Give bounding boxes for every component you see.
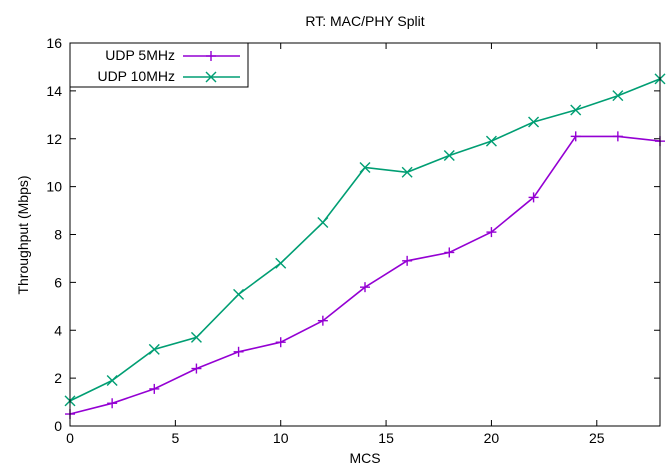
data-point (106, 375, 118, 387)
data-point (485, 135, 497, 147)
x-tick-label: 25 (589, 430, 605, 446)
data-point (570, 131, 581, 142)
data-point (612, 131, 623, 142)
data-point (275, 337, 286, 348)
legend-sample-0 (183, 51, 240, 61)
x-tick-label: 20 (484, 430, 500, 446)
x-tick-label: 0 (66, 430, 74, 446)
legend-label-udp-5mhz: UDP 5MHz (105, 47, 175, 63)
y-tick-label: 14 (46, 83, 62, 99)
data-point (443, 150, 455, 162)
data-point (360, 282, 370, 293)
y-tick-label: 12 (46, 131, 62, 147)
y-tick-label: 8 (54, 227, 62, 243)
x-tick-label: 15 (378, 430, 394, 446)
y-tick-label: 6 (54, 274, 62, 290)
data-point (528, 192, 539, 203)
x-axis-label: MCS (349, 450, 380, 466)
data-point (612, 90, 624, 102)
chart-title: RT: MAC/PHY Split (305, 13, 424, 29)
data-point (233, 288, 245, 300)
data-point (444, 247, 455, 258)
y-tick-label: 0 (54, 418, 62, 434)
data-point (317, 217, 329, 229)
data-point (359, 161, 371, 173)
y-tick-label: 10 (46, 179, 62, 195)
data-point (486, 227, 497, 238)
legend-sample-1 (183, 71, 240, 83)
legend-label-udp-10mhz: UDP 10MHz (97, 68, 175, 84)
y-tick-label: 16 (46, 35, 62, 51)
y-axis-label: Throughput (Mbps) (15, 175, 31, 294)
data-point (401, 166, 413, 178)
data-point (191, 363, 202, 374)
data-point (275, 257, 287, 269)
data-point (148, 343, 160, 355)
data-point (317, 315, 328, 326)
data-point (107, 398, 118, 409)
legend-marker (205, 71, 217, 83)
series-layer (64, 73, 666, 420)
data-point (149, 383, 160, 394)
series-line-0 (69, 135, 661, 415)
data-point (233, 346, 244, 357)
series-line-1 (69, 78, 661, 402)
series-1 (64, 73, 666, 407)
data-point (402, 255, 413, 266)
data-point (570, 104, 582, 116)
legend: UDP 5MHz UDP 10MHz (69, 42, 249, 88)
data-point (190, 331, 202, 343)
x-tick-label: 5 (171, 430, 179, 446)
x-tick-label: 10 (273, 430, 289, 446)
y-tick-label: 2 (54, 370, 62, 386)
series-0 (65, 131, 665, 420)
legend-marker (206, 51, 216, 61)
data-point (528, 116, 540, 128)
legend-samples (183, 51, 240, 83)
y-tick-label: 4 (54, 322, 62, 338)
axis-ticks: 0 5 10 15 20 25 0 2 4 6 8 10 12 14 16 (46, 35, 660, 446)
plot-frame (69, 42, 661, 427)
legend-box (69, 42, 249, 88)
